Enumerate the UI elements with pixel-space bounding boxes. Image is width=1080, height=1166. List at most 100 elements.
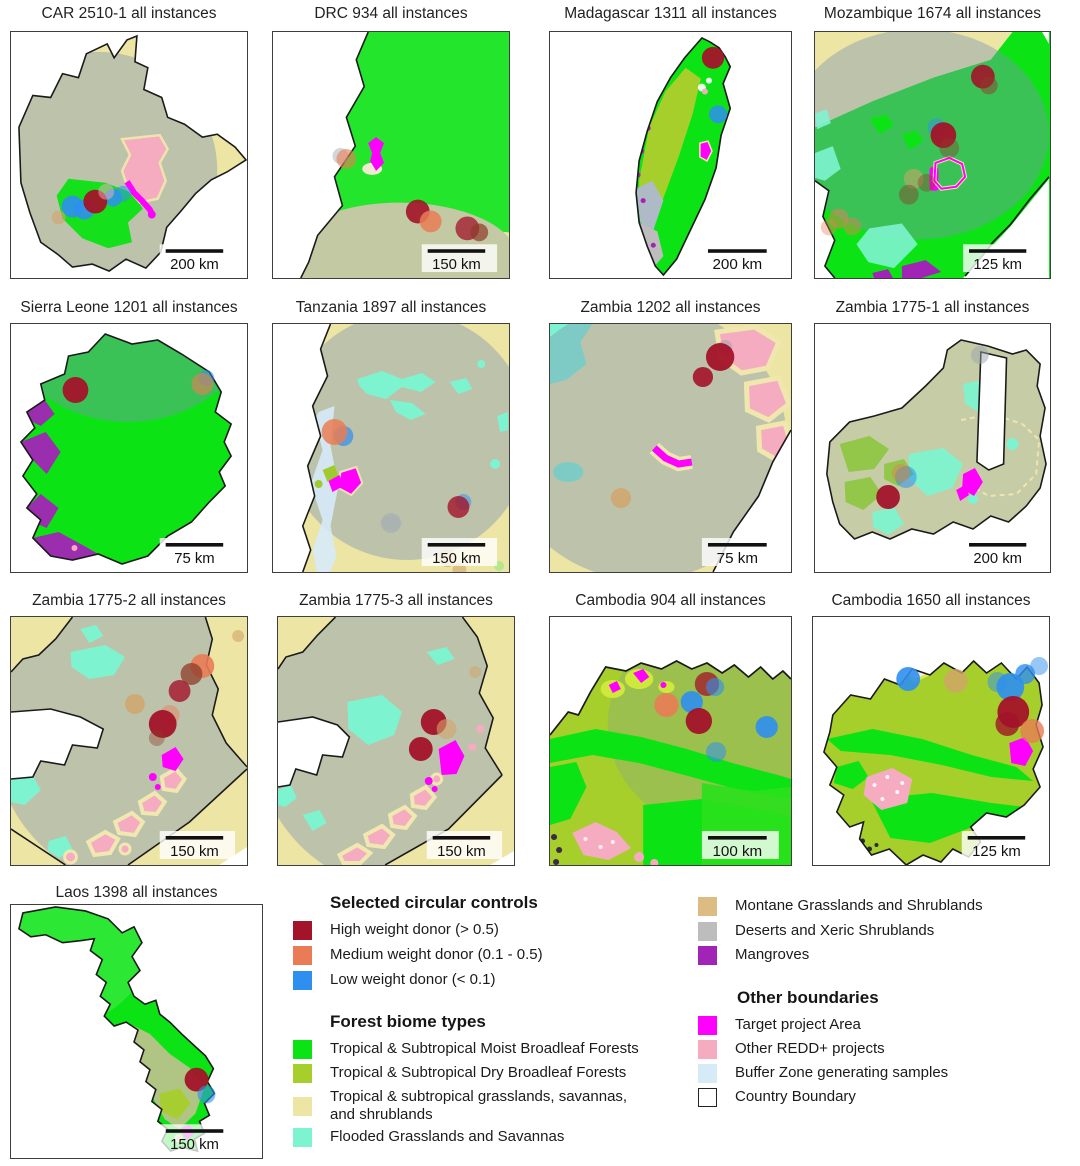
swatch-buffer-zone: [698, 1064, 717, 1083]
panel-title: Tanzania 1897 all instances: [295, 299, 487, 316]
target-project-area: [962, 468, 983, 496]
donor-dot-high: [148, 710, 177, 738]
donor-dots: [125, 630, 245, 746]
scale-label: 150 km: [432, 257, 481, 273]
legend-label: Tropical & Subtropical Dry Broadleaf For…: [330, 1064, 627, 1081]
target-project-area: [1009, 737, 1034, 766]
donor-dots: [820, 64, 998, 236]
donor-dots: [896, 657, 1049, 743]
donor-dot-medium: [419, 210, 442, 233]
donor-dot-medium: [1020, 719, 1045, 743]
panel-title: Sierra Leone 1201 all instances: [20, 299, 238, 316]
map-car: 200 km: [18, 34, 247, 273]
map-panel-sierra-leone-1201: 75 km: [10, 323, 248, 573]
donor-dots: [701, 46, 728, 124]
panel-title: Cambodia 904 all instances: [575, 592, 766, 609]
scale-bar: 75 km: [701, 538, 779, 567]
map-sierra-leone: 75 km: [19, 333, 236, 567]
legend-label: Other REDD+ projects: [735, 1040, 885, 1057]
donor-dot-tan: [436, 719, 457, 739]
scale-bar: 125 km: [963, 244, 1039, 273]
buffer-samples-strip: [310, 406, 339, 572]
donor-dot-high: [184, 1067, 209, 1092]
donor-dot-low: [115, 185, 131, 202]
legend-item: Other REDD+ projects: [698, 1040, 885, 1059]
scale-bar: 150 km: [426, 831, 503, 860]
target-project-area: [438, 740, 465, 775]
swatch-dry-forest: [293, 1064, 312, 1083]
donor-dot-medium: [843, 217, 862, 236]
scale-label: 150 km: [432, 550, 481, 567]
swatch-deserts: [698, 922, 717, 941]
map-mozambique: 125 km: [815, 32, 1050, 278]
legend-item: Mangroves: [698, 946, 809, 965]
map-zambia-1775-3: 150 km: [278, 617, 514, 865]
map-laos: 150 km: [18, 906, 236, 1153]
scale-label: 100 km: [712, 843, 762, 860]
donor-dot-low: [755, 716, 778, 738]
map-panel-madagascar-1311: 200 km: [549, 31, 792, 279]
donor-dot-high: [685, 708, 713, 734]
buffer-zone-circle: [278, 617, 514, 865]
scale-bar: 150 km: [421, 538, 498, 567]
donor-dot-low: [987, 672, 1008, 692]
buffer-zone-circle: [18, 906, 160, 1032]
scale-label: 200 km: [170, 257, 219, 273]
scale-label: 150 km: [170, 1137, 219, 1153]
country-boundary: [550, 660, 791, 736]
donor-dot-gray: [971, 346, 989, 364]
donor-dot-tan: [232, 630, 245, 642]
donor-dot-medium: [820, 219, 837, 236]
scale-bar: 150 km: [159, 831, 236, 860]
map-cambodia-904: 100 km: [550, 660, 791, 865]
map-panel-zambia-1202: 75 km: [549, 323, 792, 573]
panel-title: Cambodia 1650 all instances: [831, 592, 1031, 609]
swatch-grasslands: [293, 1096, 312, 1116]
legend-label: Target project Area: [735, 1016, 861, 1033]
donor-dot-brown: [917, 173, 936, 192]
legend-heading-boundaries: Other boundaries: [737, 988, 879, 1007]
scale-bar: 200 km: [963, 538, 1039, 567]
legend-label: Tropical & Subtropical Moist Broadleaf F…: [330, 1040, 639, 1057]
donor-dot-low: [896, 667, 921, 691]
donor-dot-high: [701, 46, 725, 69]
legend-item: Tropical & Subtropical Dry Broadleaf For…: [293, 1064, 626, 1083]
donor-dot-brown: [979, 76, 998, 95]
legend-label: High weight donor (> 0.5): [330, 921, 499, 938]
donor-dot-tan: [610, 488, 632, 508]
donor-dot-tan: [469, 666, 482, 678]
donor-dot-low: [680, 691, 703, 713]
scale-label: 75 km: [174, 550, 214, 567]
map-panel-zambia-1775-1: 200 km: [814, 323, 1051, 573]
donor-dot-low: [1030, 657, 1049, 675]
donor-dot-gray: [381, 513, 401, 533]
scale-label: 125 km: [972, 843, 1021, 860]
map-panel-laos-1398: 150 km: [10, 904, 263, 1159]
legend-item: Tropical & subtropical grasslands, savan…: [293, 1088, 648, 1124]
legend-label: Tropical & subtropical grasslands, savan…: [330, 1088, 628, 1123]
legend-label: Deserts and Xeric Shrublands: [735, 922, 935, 939]
donor-dot-medium: [336, 149, 357, 169]
donor-dot-brown: [939, 138, 960, 158]
scale-label: 200 km: [973, 551, 1022, 567]
swatch-target-area: [698, 1016, 717, 1035]
donor-dot-brown: [470, 223, 489, 242]
country-boundary: [823, 659, 1044, 865]
legend-label: Medium weight donor (0.1 - 0.5): [330, 946, 543, 963]
scale-bar: 150 km: [421, 244, 498, 273]
swatch-country-boundary: [698, 1088, 717, 1107]
legend-item: Low weight donor (< 0.1): [293, 971, 496, 990]
legend-item: Buffer Zone generating samples: [698, 1064, 948, 1083]
legend-label: Buffer Zone generating samples: [735, 1064, 949, 1081]
map-panel-cambodia-904: 100 km: [549, 616, 792, 866]
legend-item: Flooded Grasslands and Savannas: [293, 1128, 564, 1147]
country-boundary: [826, 339, 1047, 540]
country-boundary: [635, 36, 732, 277]
legend-item: High weight donor (> 0.5): [293, 921, 499, 940]
scale-bar: 150 km: [159, 1124, 236, 1153]
donor-dot-medium: [892, 464, 910, 482]
target-project-area: [633, 669, 650, 683]
legend-label: Low weight donor (< 0.1): [330, 971, 496, 988]
donor-dot-high: [876, 485, 900, 509]
